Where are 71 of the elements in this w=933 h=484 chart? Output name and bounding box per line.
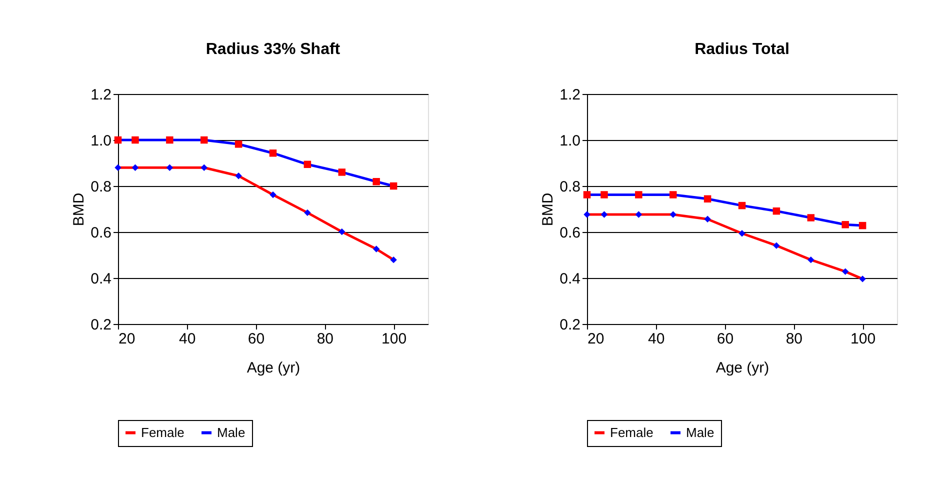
x-tick-label: 20 [588,330,604,348]
point [704,195,712,203]
point [772,207,780,215]
y-tick-label: 0.4 [560,270,580,288]
y-axis-title: BMD [540,192,557,226]
x-tick-label: 60 [248,330,265,348]
point [234,140,242,148]
x-tick-label: 100 [850,330,876,348]
legend-label: Female [141,424,184,440]
point [304,209,311,216]
y-tick-label: 1.2 [90,86,112,104]
y-axis-title: BMD [70,192,88,226]
point [808,256,814,264]
point [583,191,591,198]
point [390,182,398,190]
point [670,211,676,218]
x-axis-title: Age (yr) [246,360,300,376]
point [338,228,346,236]
y-tick-label: 1.0 [560,132,580,150]
x-tick-label: 100 [382,330,407,348]
point [269,149,277,157]
point [600,211,608,218]
point [200,136,208,144]
point [166,136,174,144]
point [166,164,174,171]
x-tick-label: 80 [786,330,803,348]
point [114,164,122,171]
y-tick-label: 1.2 [560,86,580,104]
y-tick-label: 0.2 [560,316,580,334]
point [600,191,608,198]
x-tick-label: 20 [118,330,136,348]
point [338,168,346,176]
point [858,222,866,230]
legend-label: Female [610,424,654,440]
point [235,172,242,180]
y-tick-label: 0.2 [90,316,112,334]
point [738,202,746,210]
y-tick-label: 0.6 [560,224,580,242]
x-tick-label: 80 [316,330,334,348]
x-tick-label: 60 [716,330,734,348]
point [842,268,849,275]
point [132,136,139,144]
point [807,214,815,222]
legend-label: Male [686,424,714,440]
point [842,221,849,228]
point [859,276,866,282]
point [635,191,642,198]
x-tick-label: 40 [648,330,665,348]
legend-label: Male [217,424,246,440]
point [132,164,139,171]
chart-title: Radius 33% Shaft [206,41,341,58]
point [669,191,677,198]
y-tick-label: 0.8 [90,178,112,196]
y-tick-label: 0.8 [560,178,580,196]
point [270,191,276,198]
x-axis-title: Age (yr) [716,360,770,376]
point [738,230,746,237]
point [390,256,397,264]
point [304,160,312,168]
point [635,211,642,218]
chart-title: Radius Total [694,41,790,58]
point [200,164,208,171]
y-tick-label: 0.6 [90,224,112,242]
y-tick-label: 1.0 [90,132,112,150]
x-tick-label: 40 [179,330,196,348]
point [704,216,711,222]
y-tick-label: 0.4 [90,270,112,288]
point [372,178,380,186]
point [773,242,780,249]
point [584,211,590,218]
point [372,246,380,252]
